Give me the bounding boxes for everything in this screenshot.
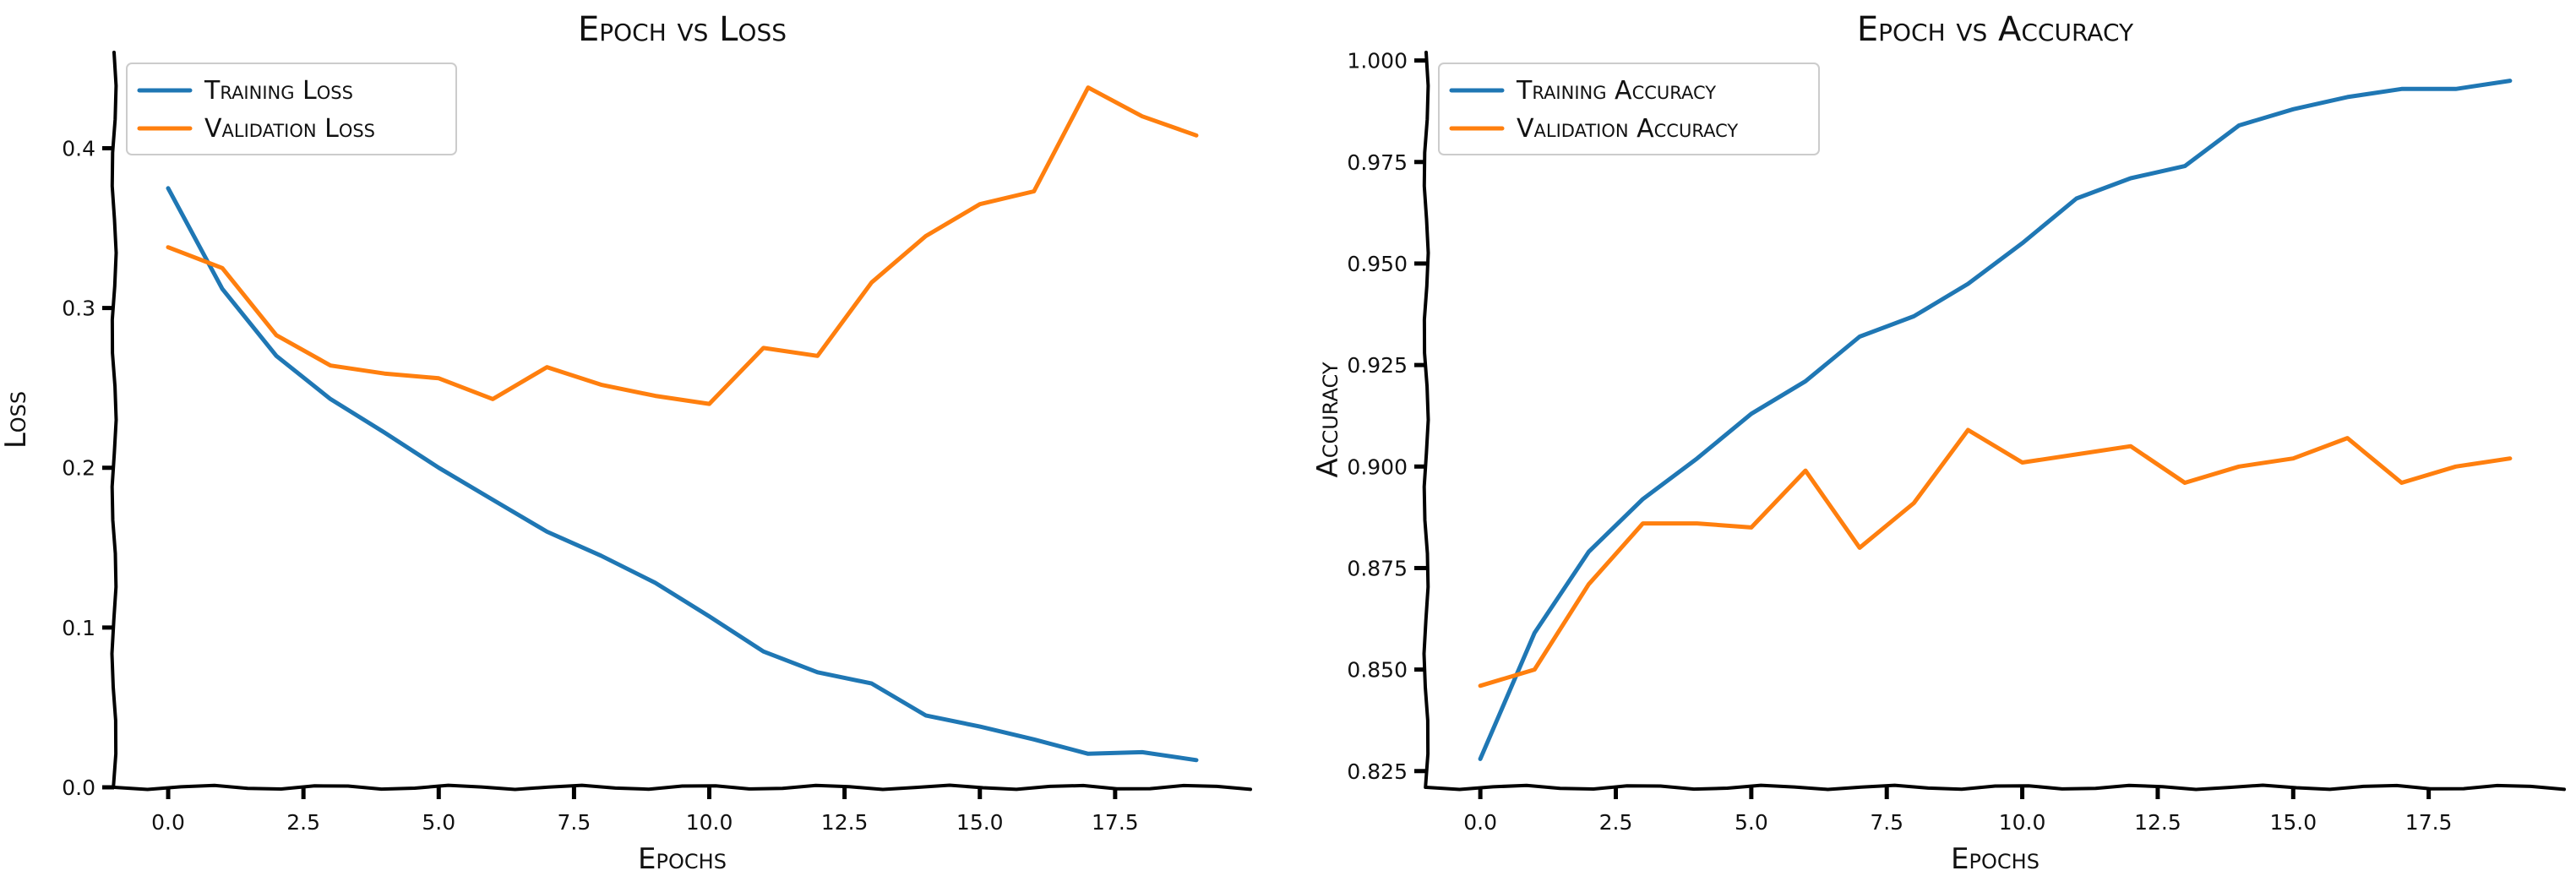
accuracy-legend-label: Validation Accuracy	[1517, 114, 1738, 144]
loss-chart-title: Epoch vs Loss	[578, 10, 787, 49]
loss-legend	[126, 63, 457, 155]
loss-x-tick-label: 5.0	[422, 810, 455, 835]
loss-x-tick-label: 0.0	[151, 810, 185, 835]
loss-series-validation-loss	[166, 85, 1199, 406]
accuracy-x-tick-label: 5.0	[1735, 810, 1768, 835]
loss-y-tick-label: 0.1	[62, 616, 95, 640]
accuracy-y-tick-label: 0.925	[1347, 353, 1408, 378]
accuracy-chart-title: Epoch vs Accuracy	[1857, 10, 2134, 49]
loss-series-training-loss	[166, 186, 1199, 763]
accuracy-x-tick-label: 15.0	[2269, 810, 2317, 835]
accuracy-y-tick-label: 0.900	[1347, 454, 1408, 479]
loss-x-axis-spine	[112, 783, 1252, 792]
accuracy-chart: Epoch vs Accuracy Epochs Accuracy 0.0 2.5…	[1311, 10, 2566, 876]
loss-x-tick-label: 2.5	[286, 810, 320, 835]
loss-chart-xlabel: Epochs	[638, 842, 727, 876]
accuracy-legend-label: Training Accuracy	[1516, 76, 1716, 106]
accuracy-y-tick-label: 0.975	[1347, 150, 1408, 175]
accuracy-y-tick-label: 0.950	[1347, 252, 1408, 276]
accuracy-y-tick-label: 0.850	[1347, 658, 1408, 683]
loss-legend-label: Validation Loss	[204, 114, 375, 144]
accuracy-y-tick-label: 0.825	[1347, 759, 1408, 784]
accuracy-chart-xlabel: Epochs	[1951, 842, 2040, 876]
accuracy-x-tick-label: 7.5	[1870, 810, 1903, 835]
accuracy-x-tick-label: 10.0	[1999, 810, 2046, 835]
accuracy-x-axis-spine	[1424, 783, 2566, 792]
loss-chart: Epoch vs Loss Epochs Loss 0.0 2.5 5.0 7.5 10…	[0, 10, 1252, 876]
loss-y-tick-label: 0.2	[62, 456, 95, 481]
accuracy-y-axis-spine	[1422, 51, 1430, 789]
loss-x-tick-label: 12.5	[821, 810, 869, 835]
accuracy-x-tick-label: 2.5	[1599, 810, 1633, 835]
accuracy-series-training-accuracy	[1478, 79, 2513, 761]
accuracy-x-tick-label: 0.0	[1463, 810, 1497, 835]
loss-y-tick-label: 0.4	[62, 136, 95, 161]
accuracy-y-tick-label: 0.875	[1347, 556, 1408, 580]
accuracy-y-tick-label: 1.000	[1347, 49, 1408, 73]
loss-y-tick-label: 0.0	[62, 775, 95, 800]
accuracy-chart-ylabel: Accuracy	[1311, 362, 1345, 477]
accuracy-x-tick-label: 12.5	[2134, 810, 2181, 835]
loss-x-tick-label: 15.0	[956, 810, 1004, 835]
loss-y-tick-label: 0.3	[62, 297, 95, 321]
loss-legend-label: Training Loss	[204, 76, 353, 106]
loss-x-tick-label: 7.5	[558, 810, 591, 835]
loss-x-tick-label: 10.0	[686, 810, 733, 835]
accuracy-x-tick-label: 17.5	[2405, 810, 2453, 835]
loss-chart-ylabel: Loss	[0, 391, 33, 449]
loss-x-tick-label: 17.5	[1092, 810, 1139, 835]
accuracy-series-validation-accuracy	[1478, 427, 2513, 688]
accuracy-legend	[1438, 63, 1820, 155]
loss-y-axis-spine	[110, 51, 118, 789]
